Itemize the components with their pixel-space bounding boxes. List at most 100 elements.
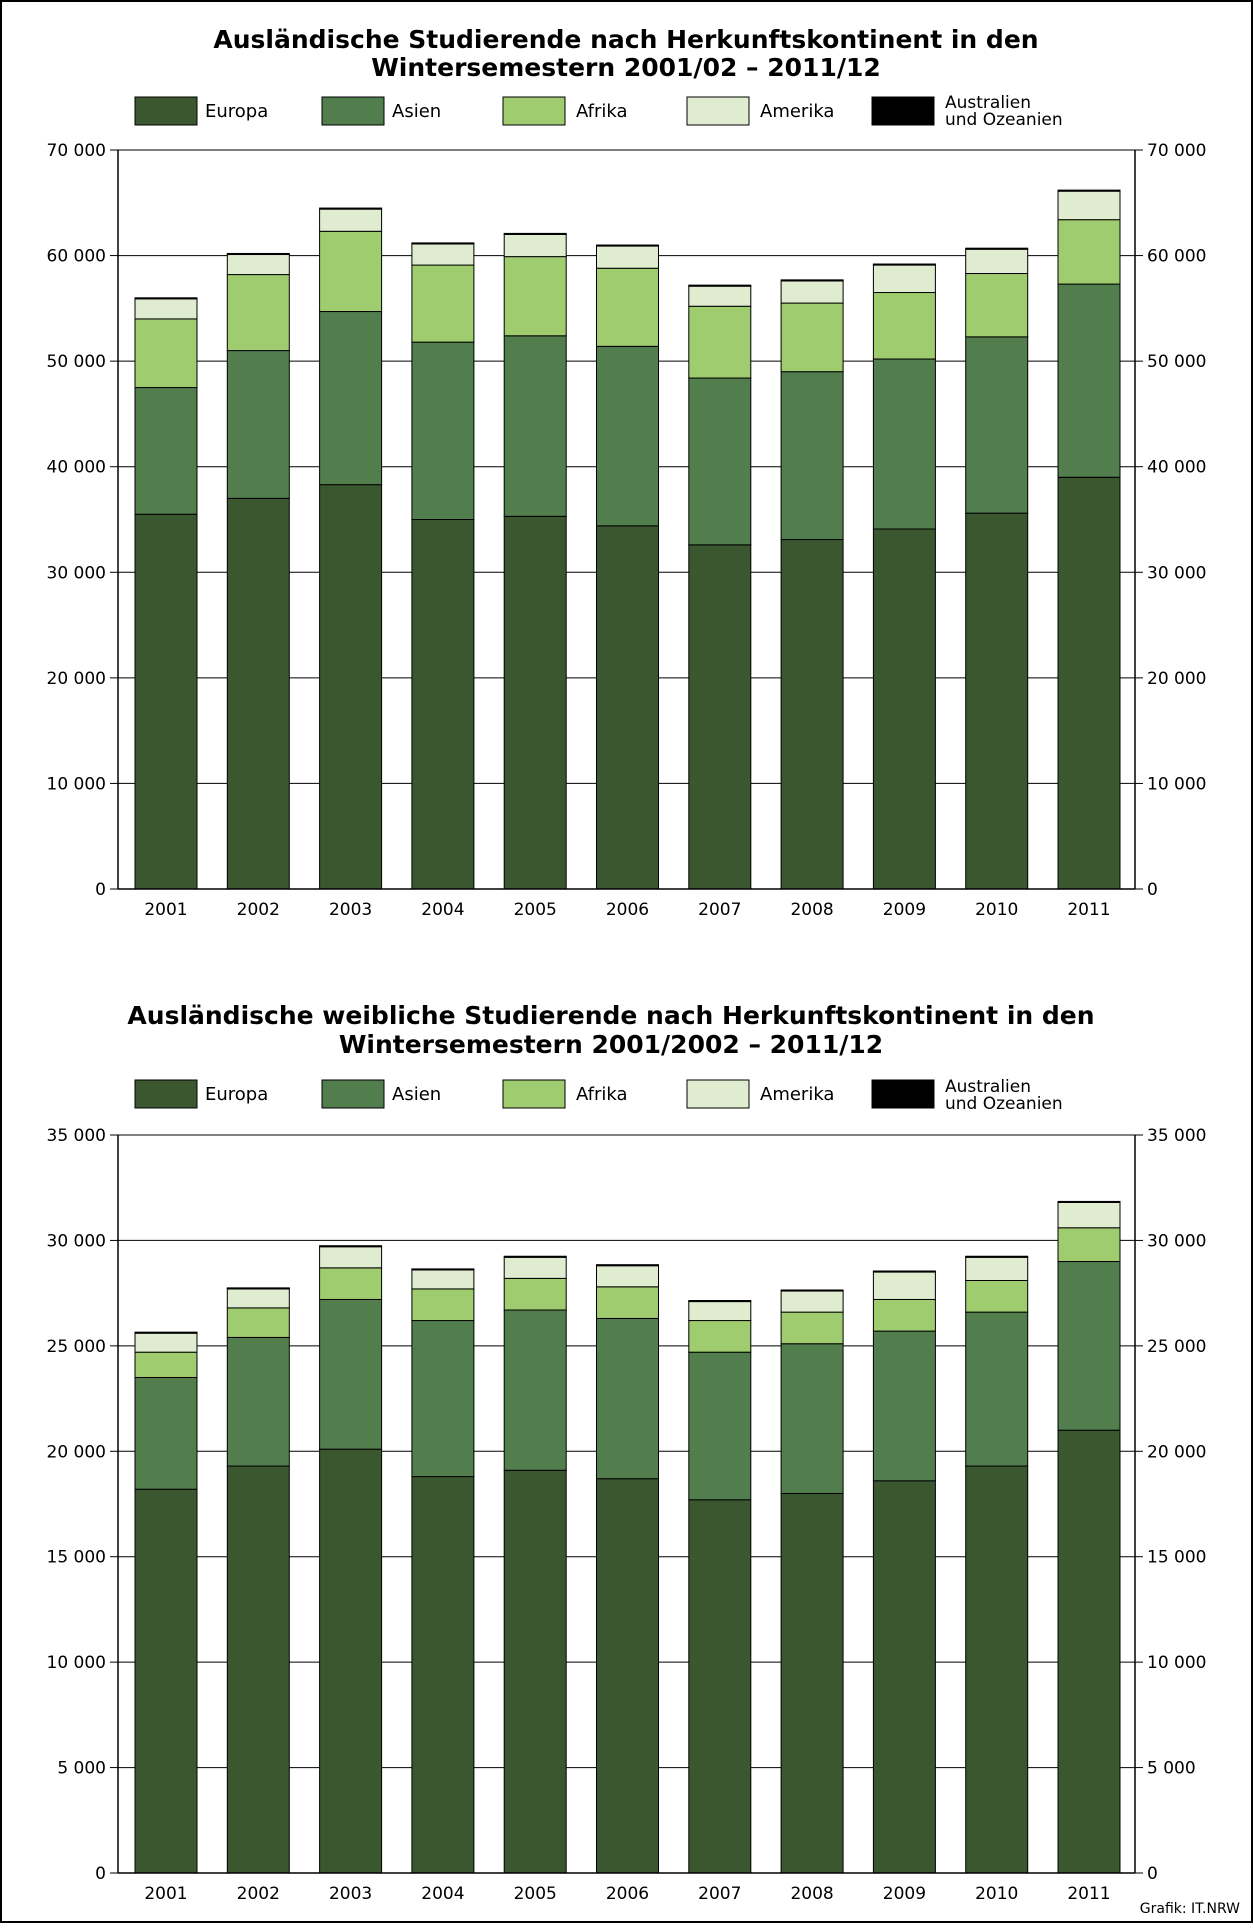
bar-segment-europa-2006 xyxy=(596,525,659,890)
bar-segment-asien-2008 xyxy=(780,371,844,541)
bar-segment-afrika-2006 xyxy=(596,267,659,347)
bar-segment-europa-2001 xyxy=(134,513,198,890)
bar-segment-amerika-2011 xyxy=(1057,190,1121,221)
y-tick-label-right: 25 000 xyxy=(1147,1337,1206,1357)
bar-segment-afrika-2008 xyxy=(780,1311,844,1345)
bar-segment-amerika-2003 xyxy=(319,1246,383,1269)
y-tick-label-left: 0 xyxy=(95,880,106,900)
chart-2-title-line-2: Wintersemestern 2001/2002 – 2011/12 xyxy=(339,1030,883,1059)
x-tick-label: 2003 xyxy=(329,1884,372,1904)
bar-segment-afrika-2010 xyxy=(965,273,1029,338)
legend-label-europa: Europa xyxy=(205,101,268,122)
x-tick-label: 2008 xyxy=(790,1884,833,1904)
bar-segment-afrika-2001 xyxy=(134,1351,198,1378)
x-tick-label: 2003 xyxy=(329,900,372,920)
bar-segment-australien-und-ozeanien-2005 xyxy=(503,1255,567,1258)
y-tick-label-right: 5 000 xyxy=(1147,1759,1196,1779)
bar-segment-europa-2010 xyxy=(965,512,1029,890)
y-tick-label-left: 30 000 xyxy=(47,563,106,583)
y-tick-label-left: 20 000 xyxy=(47,1442,106,1462)
bar-segment-asien-2009 xyxy=(872,358,936,530)
bar-segment-asien-2002 xyxy=(226,1336,290,1467)
bar-segment-asien-2007 xyxy=(688,1351,752,1501)
bar-segment-asien-2004 xyxy=(411,1320,475,1478)
bar-segment-australien-und-ozeanien-2011 xyxy=(1057,1200,1121,1203)
bar-segment-amerika-2001 xyxy=(134,1332,198,1353)
x-tick-label: 2005 xyxy=(514,900,557,920)
x-tick-label: 2004 xyxy=(421,1884,464,1904)
bar-segment-afrika-2005 xyxy=(503,1277,567,1311)
bar-segment-europa-2004 xyxy=(411,1476,475,1874)
legend-swatch-europa xyxy=(134,1079,198,1109)
legend-label-australien-line-2: und Ozeanien xyxy=(945,110,1063,130)
bar-segment-afrika-2004 xyxy=(411,264,475,343)
bar-segment-australien-und-ozeanien-2001 xyxy=(134,1331,198,1334)
bar-segment-amerika-2004 xyxy=(411,1269,475,1290)
y-tick-label-left: 40 000 xyxy=(47,458,106,478)
bar-segment-europa-2001 xyxy=(134,1488,198,1874)
bar-segment-australien-und-ozeanien-2008 xyxy=(780,279,844,282)
chart-2: Ausländische weibliche Studierende nach … xyxy=(47,1001,1207,1904)
y-tick-label-right: 0 xyxy=(1147,880,1158,900)
x-tick-label: 2010 xyxy=(975,1884,1018,1904)
legend-label-afrika: Afrika xyxy=(576,101,628,122)
bar-segment-europa-2005 xyxy=(503,515,567,890)
bar-segment-australien-und-ozeanien-2003 xyxy=(319,1245,383,1248)
y-tick-label-right: 15 000 xyxy=(1147,1548,1206,1568)
bar-segment-asien-2006 xyxy=(596,345,659,527)
y-tick-label-right: 60 000 xyxy=(1147,247,1206,267)
legend-swatch-amerika xyxy=(686,1079,750,1109)
bar-segment-europa-2003 xyxy=(319,484,383,890)
y-tick-label-right: 35 000 xyxy=(1147,1126,1206,1146)
bar-segment-australien-und-ozeanien-2006 xyxy=(596,1264,659,1267)
y-tick-label-right: 20 000 xyxy=(1147,669,1206,689)
y-tick-label-right: 0 xyxy=(1147,1864,1158,1884)
y-tick-label-left: 25 000 xyxy=(47,1337,106,1357)
chart-1-title-line-1: Ausländische Studierende nach Herkunftsk… xyxy=(213,25,1038,54)
y-tick-label-left: 35 000 xyxy=(47,1126,106,1146)
legend-label-australien-line-1: Australien xyxy=(945,1077,1031,1097)
bar-segment-afrika-2003 xyxy=(319,1267,383,1300)
bar-segment-australien-und-ozeanien-2011 xyxy=(1057,189,1121,192)
bar-segment-asien-2003 xyxy=(319,1298,383,1450)
bar-segment-afrika-2011 xyxy=(1057,219,1121,285)
bar-segment-amerika-2008 xyxy=(780,280,844,304)
chart-1-plot: 0 0 10 000 10 000 20 000 20 000 30 000 30 000 40… xyxy=(47,141,1207,920)
bar-segment-afrika-2004 xyxy=(411,1288,475,1322)
bar-segment-afrika-2003 xyxy=(319,230,383,313)
bar-segment-europa-2004 xyxy=(411,519,475,890)
legend-label-asien: Asien xyxy=(392,1084,441,1105)
bar-segment-europa-2010 xyxy=(965,1465,1029,1874)
bar-segment-afrika-2001 xyxy=(134,318,198,389)
y-tick-label-left: 70 000 xyxy=(47,141,106,161)
legend-label-europa: Europa xyxy=(205,1084,268,1105)
y-tick-label-right: 10 000 xyxy=(1147,774,1206,794)
bar-segment-australien-und-ozeanien-2010 xyxy=(965,247,1029,250)
y-tick-label-right: 30 000 xyxy=(1147,563,1206,583)
legend-label-australien-line-2: und Ozeanien xyxy=(945,1094,1063,1114)
bar-segment-asien-2008 xyxy=(780,1343,844,1494)
legend-swatch-europa xyxy=(134,96,198,126)
chart-1: Ausländische Studierende nach Herkunftsk… xyxy=(47,25,1207,920)
bar-segment-amerika-2004 xyxy=(411,243,475,266)
bar-segment-europa-2003 xyxy=(319,1448,383,1874)
bar-segment-europa-2007 xyxy=(688,544,752,890)
legend-label-asien: Asien xyxy=(392,101,441,122)
x-tick-label: 2011 xyxy=(1067,900,1110,920)
x-tick-label: 2010 xyxy=(975,900,1018,920)
bar-segment-afrika-2002 xyxy=(226,1307,290,1338)
bar-segment-amerika-2003 xyxy=(319,208,383,232)
bar-segment-asien-2009 xyxy=(872,1330,936,1482)
y-tick-label-right: 50 000 xyxy=(1147,352,1206,372)
bar-segment-amerika-2002 xyxy=(226,1288,290,1309)
x-tick-label: 2007 xyxy=(698,1884,741,1904)
bar-segment-asien-2006 xyxy=(596,1317,659,1480)
legend-swatch-afrika xyxy=(502,96,566,126)
x-tick-label: 2006 xyxy=(606,900,649,920)
bar-segment-europa-2008 xyxy=(780,539,844,890)
bar-segment-amerika-2005 xyxy=(503,233,567,258)
bar-segment-amerika-2008 xyxy=(780,1290,844,1313)
y-tick-label-left: 50 000 xyxy=(47,352,106,372)
bar-segment-europa-2006 xyxy=(596,1478,659,1874)
